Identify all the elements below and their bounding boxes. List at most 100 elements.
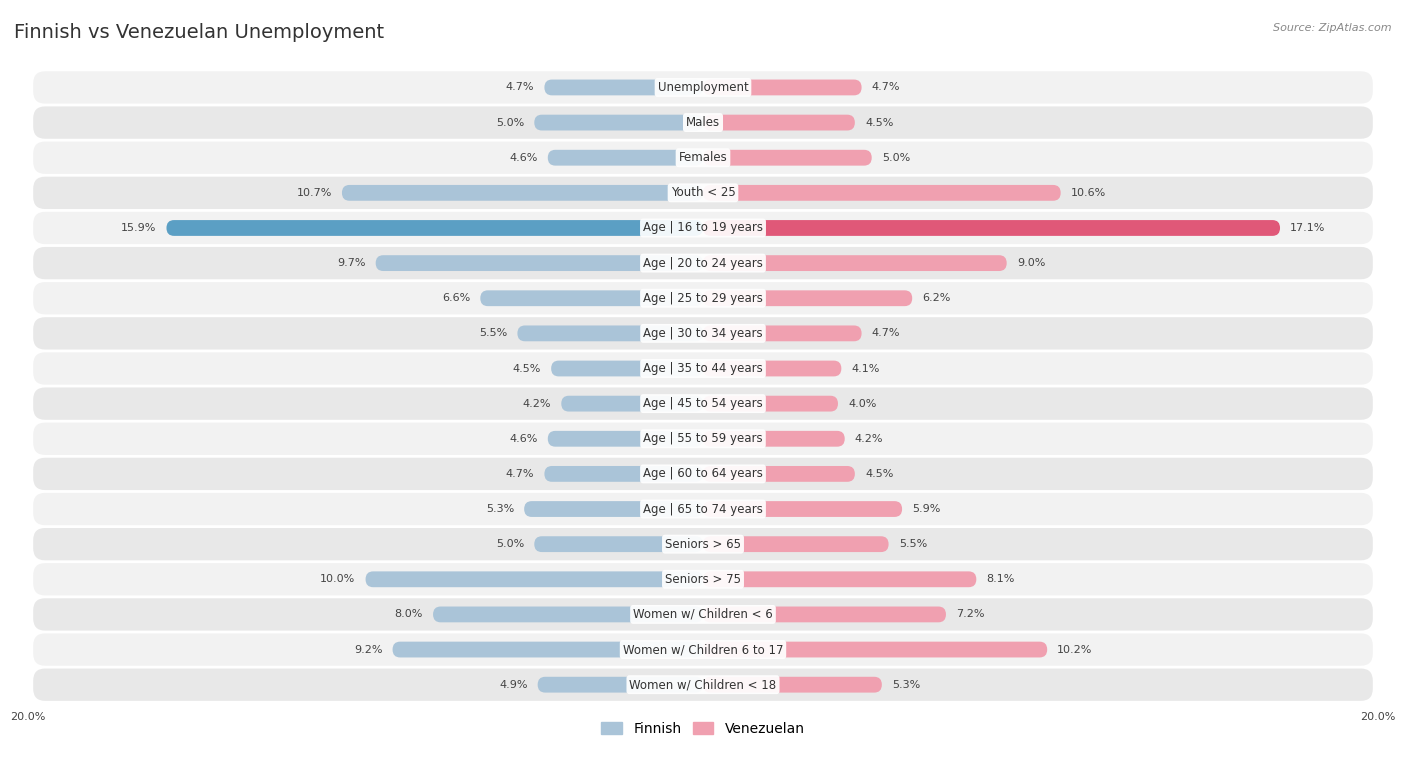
- Text: 8.0%: 8.0%: [395, 609, 423, 619]
- Text: 6.2%: 6.2%: [922, 293, 950, 304]
- FancyBboxPatch shape: [34, 317, 1372, 350]
- Text: 4.2%: 4.2%: [523, 399, 551, 409]
- Text: 4.9%: 4.9%: [499, 680, 527, 690]
- Text: 17.1%: 17.1%: [1291, 223, 1326, 233]
- Text: 5.3%: 5.3%: [486, 504, 515, 514]
- Text: 5.5%: 5.5%: [898, 539, 927, 549]
- FancyBboxPatch shape: [703, 642, 1047, 658]
- Text: Females: Females: [679, 151, 727, 164]
- FancyBboxPatch shape: [703, 572, 976, 587]
- Text: Age | 16 to 19 years: Age | 16 to 19 years: [643, 222, 763, 235]
- FancyBboxPatch shape: [524, 501, 703, 517]
- FancyBboxPatch shape: [34, 493, 1372, 525]
- Text: 9.2%: 9.2%: [354, 644, 382, 655]
- FancyBboxPatch shape: [34, 388, 1372, 420]
- FancyBboxPatch shape: [703, 431, 845, 447]
- Text: Age | 35 to 44 years: Age | 35 to 44 years: [643, 362, 763, 375]
- FancyBboxPatch shape: [481, 291, 703, 306]
- Text: 4.7%: 4.7%: [506, 469, 534, 479]
- Text: 4.7%: 4.7%: [872, 83, 900, 92]
- FancyBboxPatch shape: [34, 634, 1372, 665]
- Text: 5.9%: 5.9%: [912, 504, 941, 514]
- Text: 4.5%: 4.5%: [865, 469, 893, 479]
- Text: 8.1%: 8.1%: [987, 575, 1015, 584]
- Text: Age | 65 to 74 years: Age | 65 to 74 years: [643, 503, 763, 516]
- Text: Women w/ Children 6 to 17: Women w/ Children 6 to 17: [623, 643, 783, 656]
- FancyBboxPatch shape: [534, 536, 703, 552]
- FancyBboxPatch shape: [34, 282, 1372, 314]
- FancyBboxPatch shape: [703, 466, 855, 481]
- FancyBboxPatch shape: [703, 501, 903, 517]
- FancyBboxPatch shape: [34, 71, 1372, 104]
- FancyBboxPatch shape: [703, 220, 1279, 236]
- FancyBboxPatch shape: [703, 677, 882, 693]
- FancyBboxPatch shape: [548, 431, 703, 447]
- Text: 10.6%: 10.6%: [1071, 188, 1107, 198]
- Text: Males: Males: [686, 116, 720, 129]
- Text: 4.1%: 4.1%: [852, 363, 880, 373]
- Text: 5.3%: 5.3%: [891, 680, 920, 690]
- FancyBboxPatch shape: [561, 396, 703, 412]
- Text: 4.2%: 4.2%: [855, 434, 883, 444]
- Text: Source: ZipAtlas.com: Source: ZipAtlas.com: [1274, 23, 1392, 33]
- FancyBboxPatch shape: [534, 114, 703, 130]
- FancyBboxPatch shape: [548, 150, 703, 166]
- Text: Women w/ Children < 6: Women w/ Children < 6: [633, 608, 773, 621]
- FancyBboxPatch shape: [166, 220, 703, 236]
- FancyBboxPatch shape: [703, 255, 1007, 271]
- FancyBboxPatch shape: [517, 326, 703, 341]
- FancyBboxPatch shape: [703, 185, 1060, 201]
- FancyBboxPatch shape: [703, 150, 872, 166]
- FancyBboxPatch shape: [544, 466, 703, 481]
- FancyBboxPatch shape: [34, 458, 1372, 490]
- Legend: Finnish, Venezuelan: Finnish, Venezuelan: [596, 716, 810, 742]
- FancyBboxPatch shape: [703, 114, 855, 130]
- Text: 10.7%: 10.7%: [297, 188, 332, 198]
- Text: 6.6%: 6.6%: [441, 293, 470, 304]
- Text: Age | 60 to 64 years: Age | 60 to 64 years: [643, 467, 763, 481]
- Text: 5.5%: 5.5%: [479, 329, 508, 338]
- Text: Age | 30 to 34 years: Age | 30 to 34 years: [643, 327, 763, 340]
- Text: 4.6%: 4.6%: [509, 153, 537, 163]
- FancyBboxPatch shape: [703, 326, 862, 341]
- Text: Age | 20 to 24 years: Age | 20 to 24 years: [643, 257, 763, 269]
- FancyBboxPatch shape: [34, 247, 1372, 279]
- FancyBboxPatch shape: [703, 536, 889, 552]
- FancyBboxPatch shape: [34, 668, 1372, 701]
- Text: 5.0%: 5.0%: [882, 153, 910, 163]
- FancyBboxPatch shape: [34, 142, 1372, 174]
- FancyBboxPatch shape: [34, 352, 1372, 385]
- Text: 4.6%: 4.6%: [509, 434, 537, 444]
- Text: Seniors > 75: Seniors > 75: [665, 573, 741, 586]
- Text: Unemployment: Unemployment: [658, 81, 748, 94]
- Text: 10.2%: 10.2%: [1057, 644, 1092, 655]
- Text: Age | 45 to 54 years: Age | 45 to 54 years: [643, 397, 763, 410]
- Text: 4.7%: 4.7%: [506, 83, 534, 92]
- FancyBboxPatch shape: [375, 255, 703, 271]
- FancyBboxPatch shape: [34, 176, 1372, 209]
- FancyBboxPatch shape: [342, 185, 703, 201]
- Text: Seniors > 65: Seniors > 65: [665, 537, 741, 550]
- Text: Youth < 25: Youth < 25: [671, 186, 735, 199]
- Text: 7.2%: 7.2%: [956, 609, 984, 619]
- Text: 4.5%: 4.5%: [865, 117, 893, 128]
- FancyBboxPatch shape: [703, 360, 841, 376]
- FancyBboxPatch shape: [34, 563, 1372, 596]
- Text: Age | 55 to 59 years: Age | 55 to 59 years: [643, 432, 763, 445]
- FancyBboxPatch shape: [544, 79, 703, 95]
- Text: Finnish vs Venezuelan Unemployment: Finnish vs Venezuelan Unemployment: [14, 23, 384, 42]
- Text: 9.0%: 9.0%: [1017, 258, 1045, 268]
- Text: 5.0%: 5.0%: [496, 539, 524, 549]
- Text: Women w/ Children < 18: Women w/ Children < 18: [630, 678, 776, 691]
- FancyBboxPatch shape: [34, 598, 1372, 631]
- Text: 10.0%: 10.0%: [321, 575, 356, 584]
- FancyBboxPatch shape: [551, 360, 703, 376]
- Text: 9.7%: 9.7%: [337, 258, 366, 268]
- FancyBboxPatch shape: [34, 422, 1372, 455]
- FancyBboxPatch shape: [433, 606, 703, 622]
- Text: 15.9%: 15.9%: [121, 223, 156, 233]
- FancyBboxPatch shape: [537, 677, 703, 693]
- FancyBboxPatch shape: [703, 79, 862, 95]
- Text: 4.7%: 4.7%: [872, 329, 900, 338]
- FancyBboxPatch shape: [366, 572, 703, 587]
